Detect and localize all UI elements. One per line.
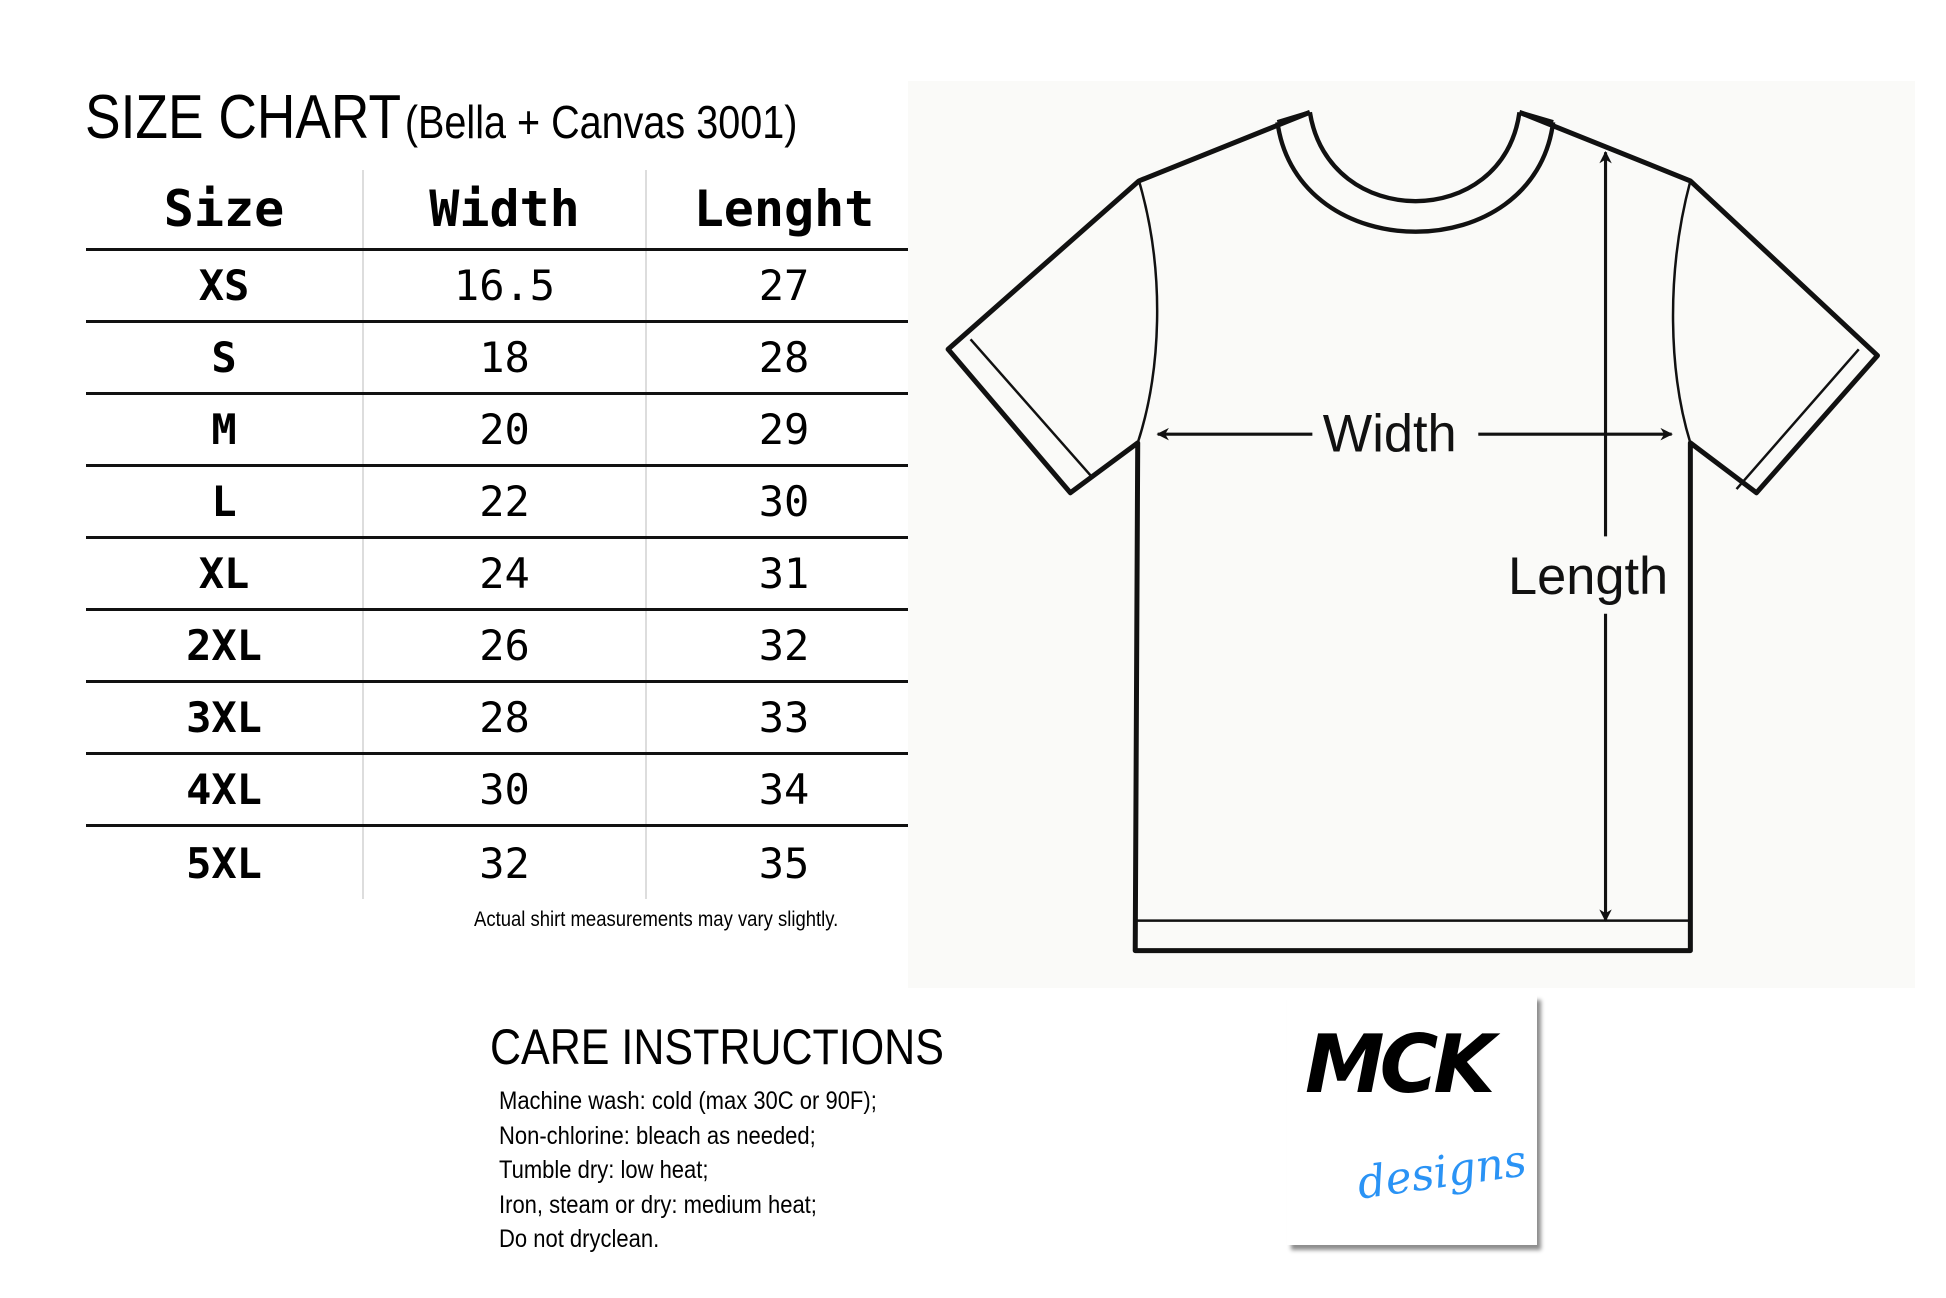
- length-cell: 28: [758, 333, 810, 382]
- length-cell: 31: [758, 549, 810, 598]
- size-cell: 5XL: [86, 827, 364, 899]
- width-cell: 16.5: [364, 251, 647, 320]
- width-cell: 20: [364, 395, 647, 464]
- page-title: SIZE CHART (Bella + Canvas 3001): [85, 82, 797, 153]
- length-cell: 29: [758, 405, 810, 454]
- measurement-note: Actual shirt measurements may vary sligh…: [474, 908, 839, 931]
- length-cell: 35: [758, 838, 810, 888]
- size-cell: 2XL: [86, 611, 364, 680]
- size-cell: S: [86, 323, 364, 392]
- size-chart-title: SIZE CHART: [85, 83, 402, 152]
- table-row: S 18 28: [86, 323, 921, 395]
- care-line-dryclean: Do not dryclean.: [499, 1225, 660, 1253]
- width-cell: 26: [364, 611, 647, 680]
- column-header-size: Size: [86, 170, 364, 248]
- logo-designs-text: designs: [1354, 1135, 1530, 1210]
- width-cell: 22: [364, 467, 647, 536]
- collar-inner: [1307, 111, 1522, 204]
- size-cell: 3XL: [86, 683, 364, 752]
- table-row: M 20 29: [86, 395, 921, 467]
- width-cell: 30: [364, 755, 647, 824]
- care-line-wash: Machine wash: cold (max 30C or 90F);: [499, 1087, 877, 1115]
- care-instructions-list: Machine wash: cold (max 30C or 90F); Non…: [499, 1084, 877, 1257]
- care-line-iron: Iron, steam or dry: medium heat;: [499, 1190, 817, 1219]
- mck-designs-logo: MCK designs: [1287, 995, 1537, 1245]
- size-cell: L: [86, 467, 364, 536]
- table-row: 5XL 32 35: [86, 827, 921, 899]
- size-cell: M: [86, 395, 364, 464]
- table-row: 3XL 28 33: [86, 683, 921, 755]
- care-instructions-title: CARE INSTRUCTIONS: [490, 1019, 944, 1075]
- table-header-row: Size Width Lenght: [86, 170, 921, 251]
- length-label: Length: [1508, 548, 1668, 606]
- collar-top: [1276, 110, 1554, 125]
- table-row: XS 16.5 27: [86, 251, 921, 323]
- table-row: XL 24 31: [86, 539, 921, 611]
- width-cell: 32: [364, 827, 647, 899]
- column-header-length: Lenght: [693, 180, 875, 238]
- length-cell: 27: [758, 261, 810, 310]
- size-cell: 4XL: [86, 755, 364, 824]
- size-cell: XL: [86, 539, 364, 608]
- width-cell: 28: [364, 683, 647, 752]
- table-row: 4XL 30 34: [86, 755, 921, 827]
- width-cell: 18: [364, 323, 647, 392]
- size-cell: XS: [86, 251, 364, 320]
- collar-outer: [1275, 121, 1556, 234]
- tshirt-outline: [945, 109, 1880, 954]
- column-header-width: Width: [364, 170, 647, 248]
- care-line-bleach: Non-chlorine: bleach as needed;: [499, 1121, 816, 1150]
- left-cuff: [969, 338, 1093, 478]
- width-cell: 24: [364, 539, 647, 608]
- size-table: Size Width Lenght XS 16.5 27 S 18 28 M 20 29 L 22 3…: [86, 170, 921, 899]
- table-row: 2XL 26 32: [86, 611, 921, 683]
- right-armhole-seam: [1671, 180, 1692, 444]
- product-subtitle: (Bella + Canvas 3001): [404, 96, 798, 148]
- right-cuff: [1735, 348, 1860, 490]
- width-label: Width: [1323, 406, 1457, 464]
- table-body: XS 16.5 27 S 18 28 M 20 29 L 22 30 XL 24 31 2XL 26 32 3XL 2…: [86, 251, 921, 899]
- left-armhole-seam: [1136, 180, 1159, 444]
- length-cell: 32: [758, 621, 810, 670]
- length-cell: 34: [758, 765, 810, 814]
- table-row: L 22 30: [86, 467, 921, 539]
- length-cell: 30: [758, 477, 810, 526]
- care-line-dry: Tumble dry: low heat;: [499, 1156, 709, 1184]
- logo-mck-text: MCK: [1305, 1018, 1495, 1111]
- length-cell: 33: [758, 693, 810, 742]
